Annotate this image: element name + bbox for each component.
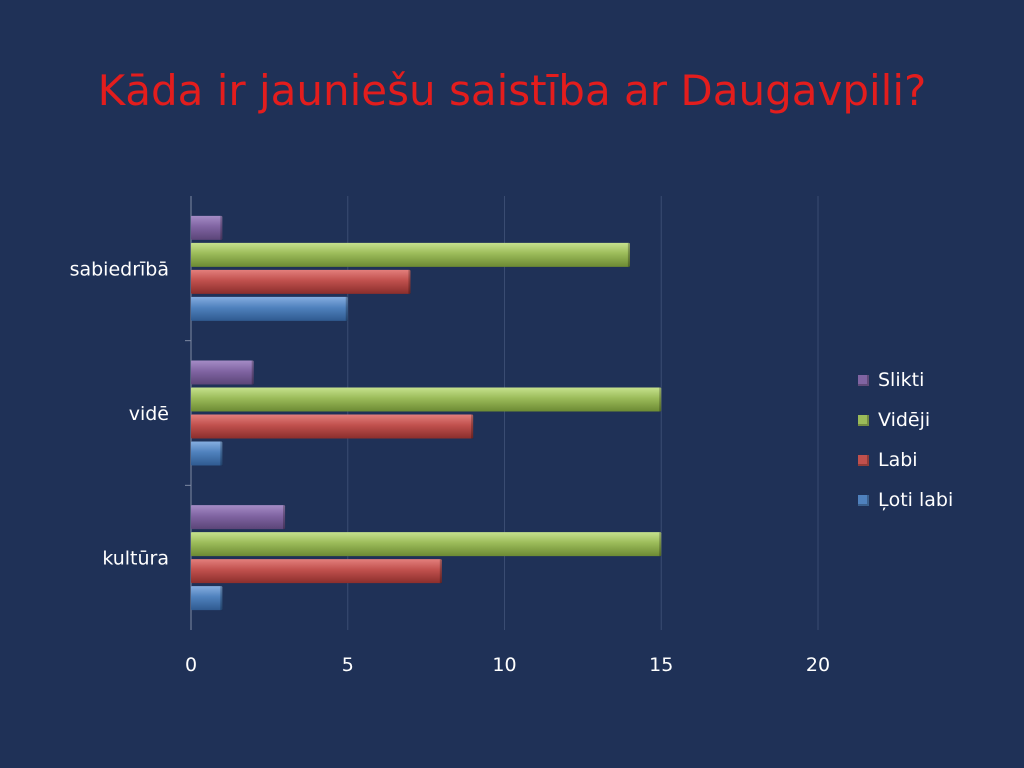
- bar-vidēji: [191, 387, 662, 412]
- bar-edge: [471, 414, 474, 439]
- bar-labi: [191, 414, 474, 439]
- bar-ļoti-labi: [191, 586, 223, 611]
- legend-swatch-labi: [858, 454, 869, 466]
- x-tick-label: 10: [492, 654, 516, 676]
- x-tick-label: 20: [806, 654, 830, 676]
- legend-label: Slikti: [878, 369, 925, 391]
- category-label: sabiedrībā: [70, 258, 169, 280]
- bar-edge: [439, 559, 442, 584]
- bar-slikti: [191, 215, 223, 240]
- bar-labi: [191, 559, 442, 584]
- category-label: kultūra: [102, 548, 169, 570]
- legend-swatch-loti-labi: [858, 494, 869, 506]
- bar-vidēji: [191, 242, 630, 267]
- legend-label: Ļoti labi: [878, 489, 954, 511]
- legend-label: Labi: [878, 449, 918, 471]
- bar-edge: [220, 441, 223, 466]
- legend-swatch-videji: [858, 414, 869, 426]
- legend: Slikti Vidēji Labi Ļoti labi: [858, 360, 953, 520]
- category-label: vidē: [129, 403, 169, 425]
- legend-item-slikti: Slikti: [858, 360, 953, 400]
- bar-slikti: [191, 505, 286, 530]
- axis-labels: 0 5 10 15 20 sabiedrībā vidē kultūra: [70, 258, 831, 676]
- gridlines: [185, 196, 819, 630]
- legend-item-labi: Labi: [858, 440, 953, 480]
- chart-title: Kāda ir jauniešu saistība ar Daugavpili?: [97, 66, 927, 115]
- bars: [191, 215, 662, 611]
- x-tick-label: 15: [649, 654, 673, 676]
- bar-edge: [659, 532, 662, 557]
- x-tick-label: 0: [185, 654, 197, 676]
- bar-ļoti-labi: [191, 296, 348, 321]
- bar-slikti: [191, 360, 254, 385]
- bar-edge: [220, 586, 223, 611]
- legend-swatch-slikti: [858, 374, 869, 386]
- bar-vidēji: [191, 532, 662, 557]
- bar-ļoti-labi: [191, 441, 223, 466]
- legend-item-loti-labi: Ļoti labi: [858, 480, 953, 520]
- bar-edge: [220, 215, 223, 240]
- x-tick-label: 5: [342, 654, 354, 676]
- bar-edge: [283, 505, 286, 530]
- bar-edge: [659, 387, 662, 412]
- legend-label: Vidēji: [878, 409, 931, 431]
- legend-item-videji: Vidēji: [858, 400, 953, 440]
- bar-edge: [251, 360, 254, 385]
- bar-edge: [627, 242, 630, 267]
- bar-labi: [191, 269, 411, 294]
- bar-edge: [408, 269, 411, 294]
- bar-edge: [345, 296, 348, 321]
